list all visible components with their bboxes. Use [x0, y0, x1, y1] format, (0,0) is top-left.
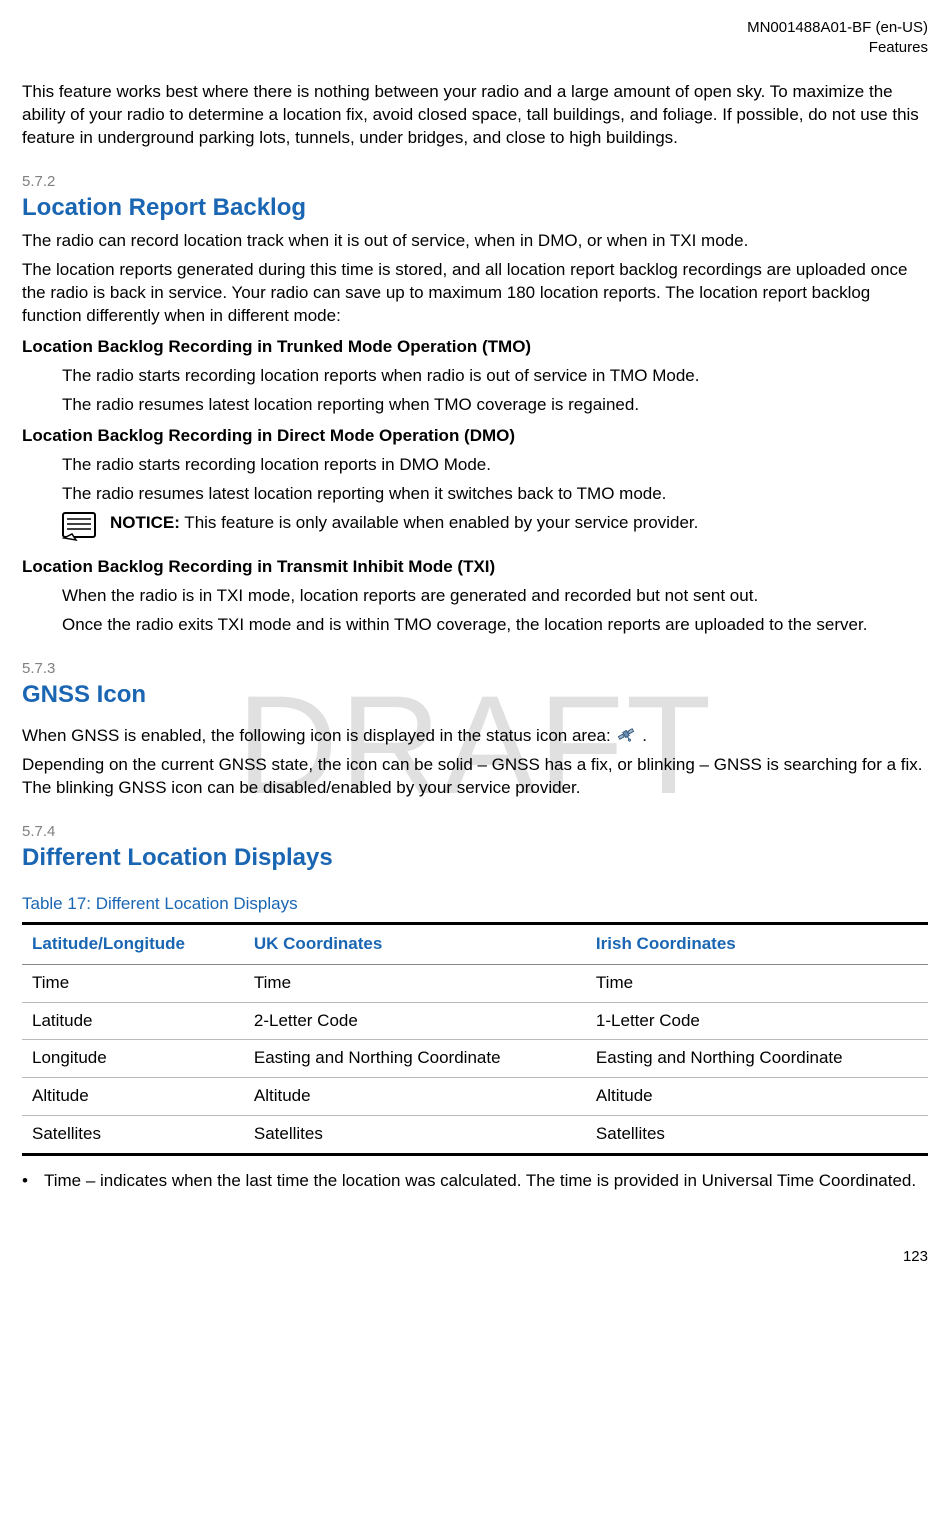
table-row: SatellitesSatellitesSatellites: [22, 1116, 928, 1155]
notice-block: NOTICE: This feature is only available w…: [62, 512, 928, 542]
table-row: AltitudeAltitudeAltitude: [22, 1078, 928, 1116]
section-number-572: 5.7.2: [22, 172, 928, 192]
notice-label: NOTICE:: [110, 513, 180, 532]
body-text: When GNSS is enabled, the following icon…: [22, 723, 928, 748]
column-header: UK Coordinates: [244, 923, 586, 964]
table-cell: Satellites: [22, 1116, 244, 1155]
body-text: The radio resumes latest location report…: [62, 483, 928, 506]
body-text: Once the radio exits TXI mode and is wit…: [62, 614, 928, 637]
table-cell: Longitude: [22, 1040, 244, 1078]
body-text: When the radio is in TXI mode, location …: [62, 585, 928, 608]
bullet-marker: •: [22, 1170, 28, 1193]
body-text: The location reports generated during th…: [22, 259, 928, 328]
table-cell: Altitude: [22, 1078, 244, 1116]
section-number-574: 5.7.4: [22, 822, 928, 842]
location-displays-table: Latitude/Longitude UK Coordinates Irish …: [22, 922, 928, 1157]
table-header-row: Latitude/Longitude UK Coordinates Irish …: [22, 923, 928, 964]
body-text: The radio resumes latest location report…: [62, 394, 928, 417]
notice-text: NOTICE: This feature is only available w…: [110, 512, 698, 535]
page-number: 123: [22, 1247, 928, 1267]
table-cell: Satellites: [244, 1116, 586, 1155]
body-text: The radio starts recording location repo…: [62, 454, 928, 477]
table-cell: 2-Letter Code: [244, 1002, 586, 1040]
table-caption: Table 17: Different Location Displays: [22, 893, 928, 916]
gnss-satellite-icon: [615, 726, 642, 745]
bullet-list: • Time – indicates when the last time th…: [22, 1170, 928, 1193]
gnss-sentence-b: .: [642, 726, 647, 745]
body-text: The radio can record location track when…: [22, 230, 928, 253]
table-cell: Altitude: [244, 1078, 586, 1116]
doc-section: Features: [22, 38, 928, 58]
table-cell: Altitude: [586, 1078, 928, 1116]
column-header: Latitude/Longitude: [22, 923, 244, 964]
notice-body: This feature is only available when enab…: [180, 513, 698, 532]
table-cell: 1-Letter Code: [586, 1002, 928, 1040]
subheading-txi: Location Backlog Recording in Transmit I…: [22, 556, 928, 579]
column-header: Irish Coordinates: [586, 923, 928, 964]
intro-paragraph: This feature works best where there is n…: [22, 81, 928, 150]
page-header: MN001488A01-BF (en-US) Features: [22, 18, 928, 57]
doc-id: MN001488A01-BF (en-US): [22, 18, 928, 38]
table-cell: Time: [22, 964, 244, 1002]
table-cell: Time: [586, 964, 928, 1002]
table-row: Latitude2-Letter Code1-Letter Code: [22, 1002, 928, 1040]
table-row: TimeTimeTime: [22, 964, 928, 1002]
table-cell: Easting and Northing Coordinate: [586, 1040, 928, 1078]
gnss-sentence-a: When GNSS is enabled, the following icon…: [22, 726, 615, 745]
bullet-text: Time – indicates when the last time the …: [44, 1170, 916, 1193]
table-row: LongitudeEasting and Northing Coordinate…: [22, 1040, 928, 1078]
section-title-location-report-backlog: Location Report Backlog: [22, 192, 928, 224]
body-text: Depending on the current GNSS state, the…: [22, 754, 928, 800]
subheading-dmo: Location Backlog Recording in Direct Mod…: [22, 425, 928, 448]
section-number-573: 5.7.3: [22, 659, 928, 679]
notice-icon: [62, 512, 96, 542]
table-cell: Satellites: [586, 1116, 928, 1155]
section-title-different-location-displays: Different Location Displays: [22, 842, 928, 874]
table-cell: Latitude: [22, 1002, 244, 1040]
body-text: The radio starts recording location repo…: [62, 365, 928, 388]
section-title-gnss-icon: GNSS Icon: [22, 679, 928, 711]
subheading-tmo: Location Backlog Recording in Trunked Mo…: [22, 336, 928, 359]
table-cell: Time: [244, 964, 586, 1002]
table-cell: Easting and Northing Coordinate: [244, 1040, 586, 1078]
list-item: • Time – indicates when the last time th…: [22, 1170, 928, 1193]
